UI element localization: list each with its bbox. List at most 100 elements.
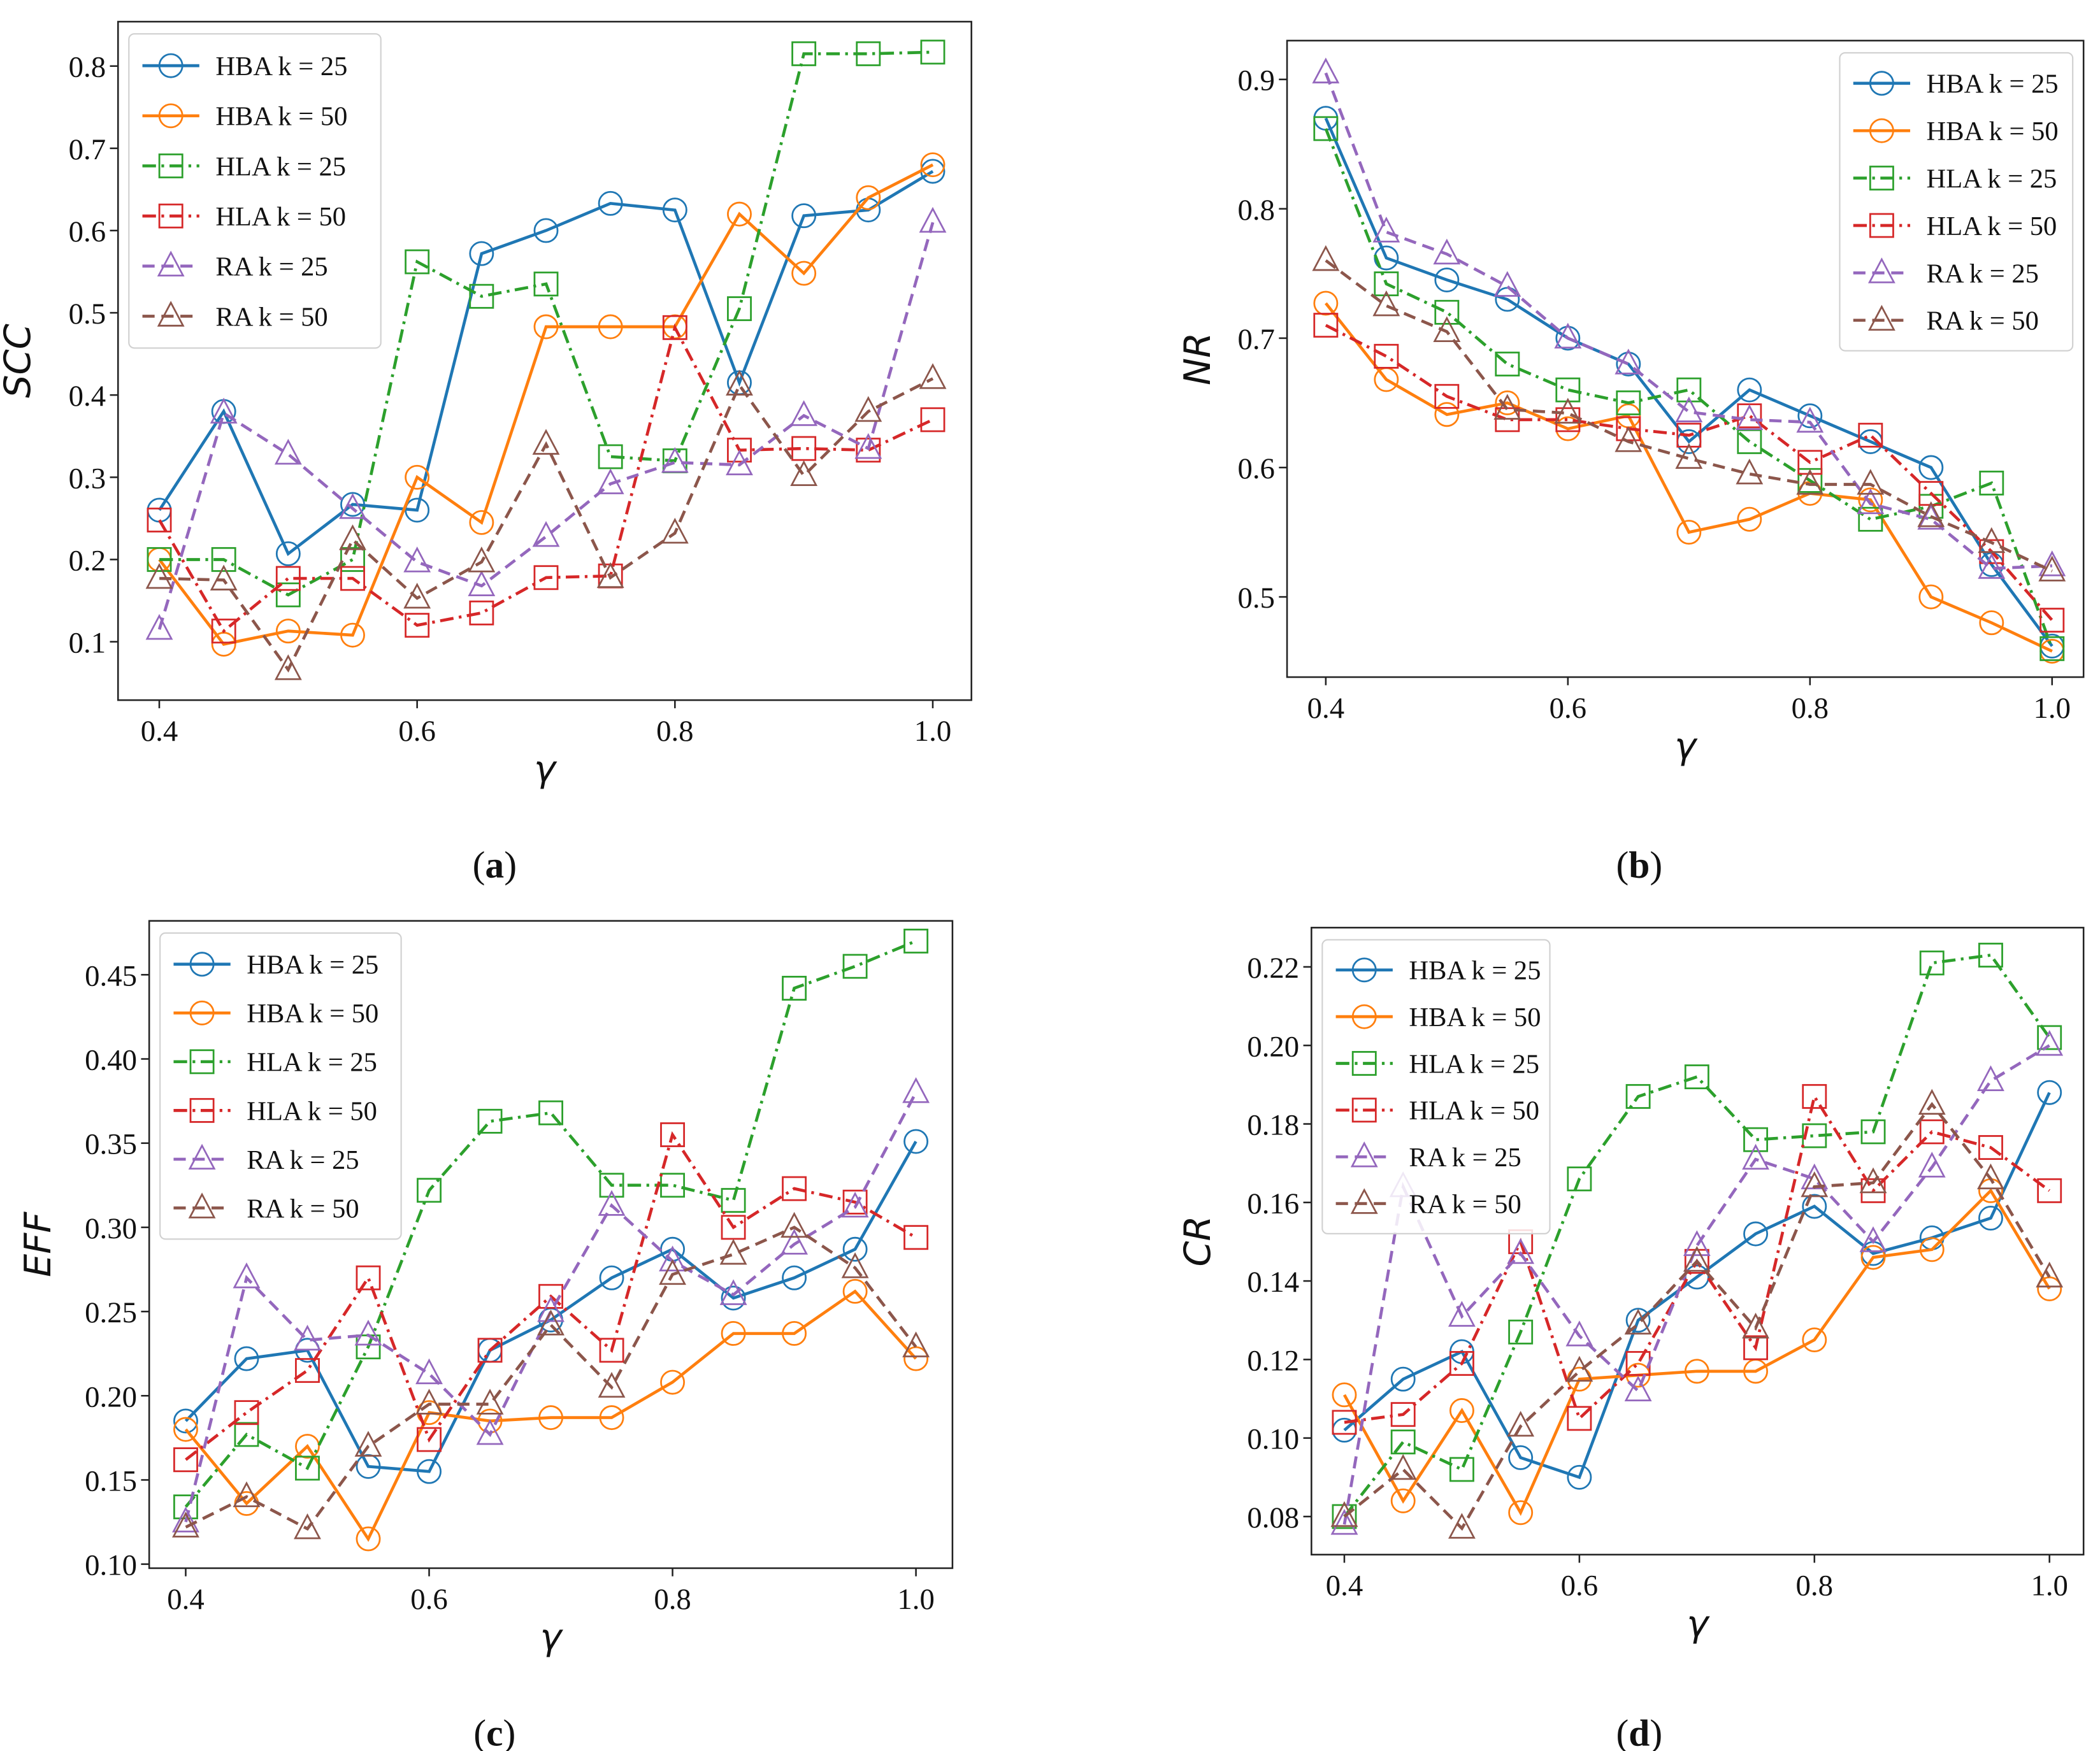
data-point xyxy=(210,397,238,424)
data-point xyxy=(1857,488,1885,515)
data-point xyxy=(339,493,366,519)
legend-entry: HBA k = 25 xyxy=(173,950,378,980)
legend-label: RA k = 25 xyxy=(1409,1143,1521,1173)
data-point xyxy=(234,1422,259,1447)
legend-box xyxy=(1839,52,2074,352)
data-point xyxy=(476,1419,504,1445)
data-point xyxy=(340,492,365,517)
data-point xyxy=(599,1173,624,1198)
series-ra-k-25 xyxy=(1312,57,2066,579)
legend-marker xyxy=(1869,213,1894,238)
legend-box xyxy=(1321,939,1551,1234)
x-tick-label: 0.6 xyxy=(398,715,435,748)
series-hla-k-25 xyxy=(147,39,946,608)
legend-entry: HBA k = 25 xyxy=(142,52,347,82)
data-point xyxy=(340,622,365,648)
data-point xyxy=(1554,397,1582,424)
data-point xyxy=(1615,348,1643,375)
data-point xyxy=(2037,1080,2062,1105)
data-point xyxy=(1917,501,1945,527)
data-point xyxy=(1390,1366,1416,1392)
legend-marker xyxy=(158,153,183,178)
data-point xyxy=(1743,1335,1769,1361)
series-ra-k-25 xyxy=(145,206,947,640)
data-point xyxy=(1448,1301,1476,1327)
y-tick-label: 0.9 xyxy=(1237,64,1274,97)
data-point xyxy=(727,201,752,227)
data-point xyxy=(339,524,366,550)
y-axis-label: NR xyxy=(1176,332,1219,385)
data-point xyxy=(791,203,817,229)
legend-entry: HBA k = 50 xyxy=(1853,117,2059,147)
series-line xyxy=(1342,1044,2050,1525)
legend: HBA k = 25 HBA k = 50 HLA k = 25 HLA k = 50… xyxy=(1321,939,1551,1234)
data-point xyxy=(1802,1123,1827,1148)
y-tick-label: 0.6 xyxy=(69,215,106,248)
y-tick-label: 0.40 xyxy=(85,1044,137,1077)
data-point xyxy=(1624,1375,1652,1401)
data-point xyxy=(2036,1261,2064,1288)
data-point xyxy=(147,507,172,532)
data-point xyxy=(1330,1501,1358,1527)
data-point xyxy=(1433,238,1461,265)
legend-entry: HLA k = 50 xyxy=(142,202,346,232)
data-point xyxy=(1390,1488,1416,1513)
legend-label: RA k = 25 xyxy=(247,1145,359,1175)
data-point xyxy=(476,1389,504,1415)
data-point xyxy=(920,39,946,65)
data-point xyxy=(1625,1083,1651,1109)
x-tick-label: 1.0 xyxy=(2034,692,2071,725)
panel-caption: (c) xyxy=(473,1712,515,1751)
series-line xyxy=(157,222,935,630)
data-point xyxy=(1684,1248,1709,1274)
y-axis-label: EFF xyxy=(17,1211,59,1277)
legend-label: HBA k = 50 xyxy=(215,102,347,132)
data-point xyxy=(790,460,818,486)
data-point xyxy=(1554,322,1582,349)
data-point xyxy=(1978,527,2006,554)
series-line xyxy=(1343,1101,2051,1531)
data-point xyxy=(661,517,689,544)
y-tick-label: 0.15 xyxy=(85,1464,137,1497)
caption-letter: b xyxy=(1629,844,1650,886)
data-point xyxy=(1508,1500,1534,1526)
data-point xyxy=(1797,450,1823,475)
legend-label: HLA k = 25 xyxy=(1927,164,2057,194)
legend-entry: HLA k = 50 xyxy=(173,1096,377,1126)
data-point xyxy=(403,582,431,609)
legend-marker xyxy=(1351,957,1377,983)
data-point xyxy=(172,1512,199,1538)
x-axis-label: γ xyxy=(534,748,557,790)
data-point xyxy=(1742,1312,1769,1339)
data-point xyxy=(2037,1276,2062,1301)
data-point xyxy=(340,547,365,572)
x-tick-label: 0.6 xyxy=(410,1583,447,1616)
caption-open: ( xyxy=(1616,1712,1629,1751)
data-point xyxy=(532,429,560,455)
series-line xyxy=(1342,1188,2051,1516)
data-point xyxy=(1434,268,1460,292)
data-point xyxy=(275,541,301,566)
y-tick-label: 0.8 xyxy=(1237,194,1274,227)
y-tick-label: 0.30 xyxy=(85,1212,137,1245)
data-point xyxy=(1312,57,1340,83)
y-tick-label: 0.22 xyxy=(1247,952,1299,985)
series-line xyxy=(158,323,934,634)
data-point xyxy=(405,464,430,490)
data-point xyxy=(1796,469,1824,495)
data-point xyxy=(598,190,623,216)
series-ra-k-50 xyxy=(1330,1089,2064,1539)
data-point xyxy=(234,1400,259,1426)
legend-label: HBA k = 25 xyxy=(1927,69,2059,99)
data-point xyxy=(1978,553,2006,579)
legend-entry: HLA k = 25 xyxy=(1853,164,2057,194)
data-point xyxy=(1493,271,1521,297)
data-point xyxy=(294,1324,321,1351)
data-point xyxy=(903,1225,929,1250)
legend-marker xyxy=(189,952,215,977)
data-point xyxy=(790,400,818,426)
data-point xyxy=(1567,1464,1592,1490)
x-axis-label: γ xyxy=(540,1616,564,1659)
data-point xyxy=(295,1434,320,1459)
caption-close: ) xyxy=(504,844,517,886)
